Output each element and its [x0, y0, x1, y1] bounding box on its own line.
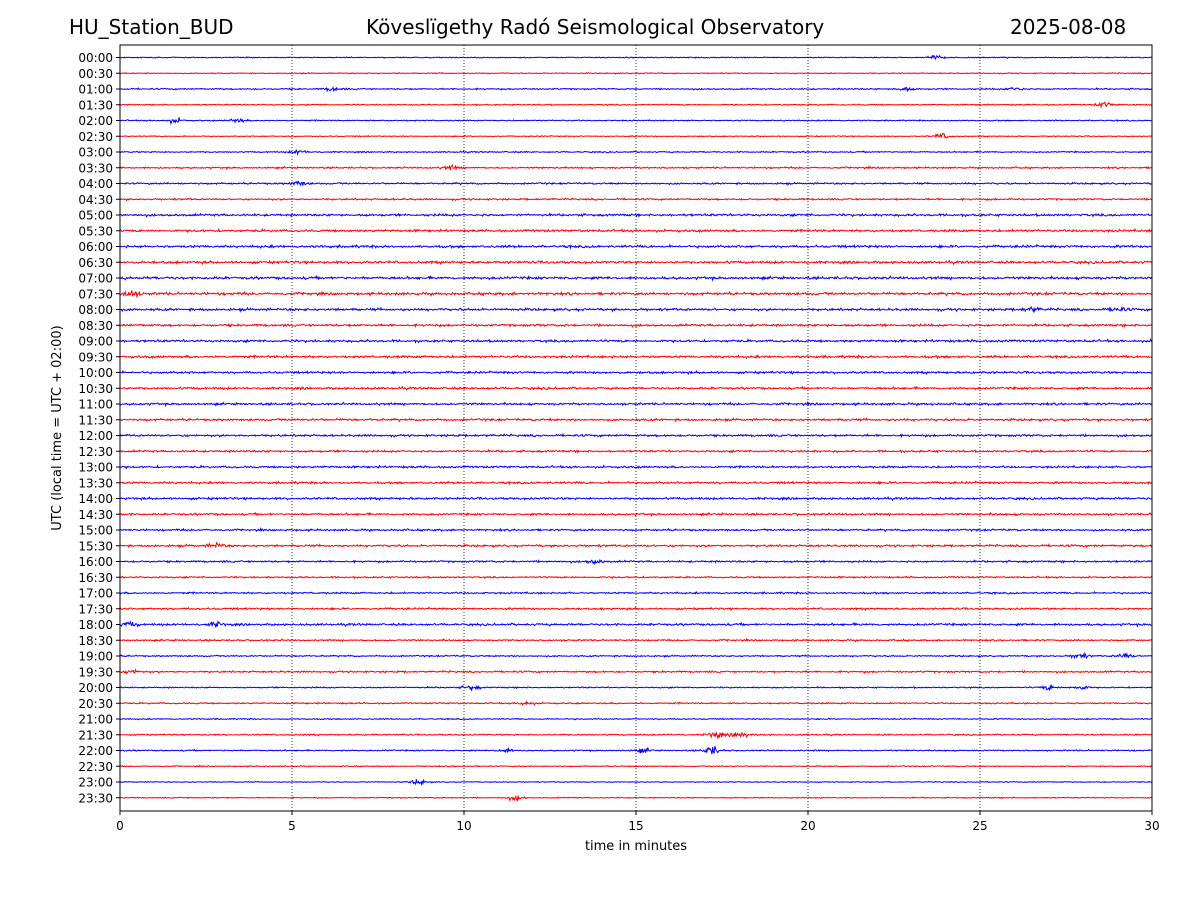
observatory-title: Köveslïgethy Radó Seismological Observat… — [366, 15, 825, 39]
trace-group — [119, 54, 1153, 802]
x-tick-label: 20 — [800, 819, 815, 833]
y-axis-label: UTC (local time = UTC + 02:00) — [50, 325, 65, 530]
trace-1900 — [119, 651, 1152, 660]
x-axis-label: time in minutes — [585, 839, 687, 854]
y-tick-label: 12:00 — [78, 429, 113, 443]
trace-2000 — [119, 684, 1153, 692]
y-tick-label: 15:00 — [78, 524, 113, 538]
y-tick-label: 14:30 — [78, 508, 113, 522]
y-tick-label: 22:00 — [78, 744, 113, 758]
x-tick-label: 5 — [288, 819, 296, 833]
trace-1630 — [119, 575, 1153, 580]
y-tick-label: 20:00 — [78, 681, 113, 695]
y-tick-label: 17:00 — [78, 587, 113, 601]
y-tick-label: 04:30 — [78, 193, 113, 207]
y-tick-label: 02:30 — [78, 130, 113, 144]
x-tick-group: 0 5 10 15 20 25 30 — [116, 811, 1160, 833]
y-tick-label: 07:30 — [78, 287, 113, 301]
trace-2100 — [119, 717, 1153, 721]
y-tick-label: 01:30 — [78, 98, 113, 112]
y-tick-label: 22:30 — [78, 760, 113, 774]
y-tick-label: 12:30 — [78, 445, 113, 459]
y-tick-label: 13:30 — [78, 476, 113, 490]
y-tick-label: 05:00 — [78, 209, 113, 223]
trace-1700 — [119, 590, 1153, 596]
y-tick-label: 16:30 — [78, 571, 113, 585]
y-tick-label: 03:00 — [78, 146, 113, 160]
trace-2300 — [119, 778, 1153, 787]
grid-lines — [291, 45, 981, 811]
y-tick-label: 04:00 — [78, 177, 113, 191]
trace-1430 — [119, 511, 1153, 518]
trace-0100 — [119, 86, 1153, 93]
trace-0230 — [119, 132, 1153, 139]
y-tick-label: 10:00 — [78, 366, 113, 380]
trace-2130 — [119, 731, 1153, 739]
trace-0500 — [119, 212, 1153, 218]
y-tick-label: 09:00 — [78, 335, 113, 349]
y-tick-label: 11:30 — [78, 413, 113, 427]
trace-2330 — [120, 795, 1153, 802]
trace-1100 — [119, 400, 1153, 408]
trace-1300 — [119, 464, 1153, 470]
trace-2230 — [119, 764, 1153, 768]
y-tick-label: 05:30 — [78, 224, 113, 238]
date-title: 2025-08-08 — [1010, 15, 1127, 39]
y-tick-label: 07:00 — [78, 272, 113, 286]
y-tick-label: 01:00 — [78, 83, 113, 97]
trace-1830 — [119, 637, 1153, 643]
x-tick-label: 25 — [972, 819, 987, 833]
y-tick-label: 03:30 — [78, 161, 113, 175]
trace-0700 — [119, 274, 1153, 282]
y-tick-label: 14:00 — [78, 492, 113, 506]
trace-1500 — [119, 526, 1153, 533]
y-tick-label: 18:30 — [78, 634, 113, 648]
y-tick-label: 21:00 — [78, 713, 113, 727]
y-tick-label: 00:00 — [78, 51, 113, 65]
y-tick-label: 00:30 — [78, 67, 113, 81]
y-tick-label: 23:00 — [78, 776, 113, 790]
y-tick-label: 10:30 — [78, 382, 113, 396]
trace-0900 — [119, 338, 1153, 344]
x-tick-label: 15 — [628, 819, 643, 833]
y-tick-label: 06:00 — [78, 240, 113, 254]
y-tick-label: 15:30 — [78, 539, 113, 553]
y-tick-label: 23:30 — [78, 791, 113, 805]
trace-0300 — [119, 148, 1153, 156]
y-tick-label: 08:00 — [78, 303, 113, 317]
y-tick-label: 11:00 — [78, 398, 113, 412]
trace-0830 — [119, 322, 1153, 329]
y-tick-label: 17:30 — [78, 602, 113, 616]
y-tick-label: 06:30 — [78, 256, 113, 270]
y-tick-label: 21:30 — [78, 728, 113, 742]
y-tick-label: 19:00 — [78, 650, 113, 664]
y-tick-label: 19:30 — [78, 665, 113, 679]
x-tick-label: 0 — [116, 819, 124, 833]
y-tick-label: 16:00 — [78, 555, 113, 569]
y-tick-label: 08:30 — [78, 319, 113, 333]
y-tick-label: 09:30 — [78, 350, 113, 364]
y-tick-label: 13:00 — [78, 461, 113, 475]
y-tick-label: 20:30 — [78, 697, 113, 711]
station-title: HU_Station_BUD — [69, 15, 234, 39]
x-tick-label: 30 — [1144, 819, 1159, 833]
y-tick-label: 02:00 — [78, 114, 113, 128]
y-tick-label: 18:00 — [78, 618, 113, 632]
x-tick-label: 10 — [456, 819, 471, 833]
